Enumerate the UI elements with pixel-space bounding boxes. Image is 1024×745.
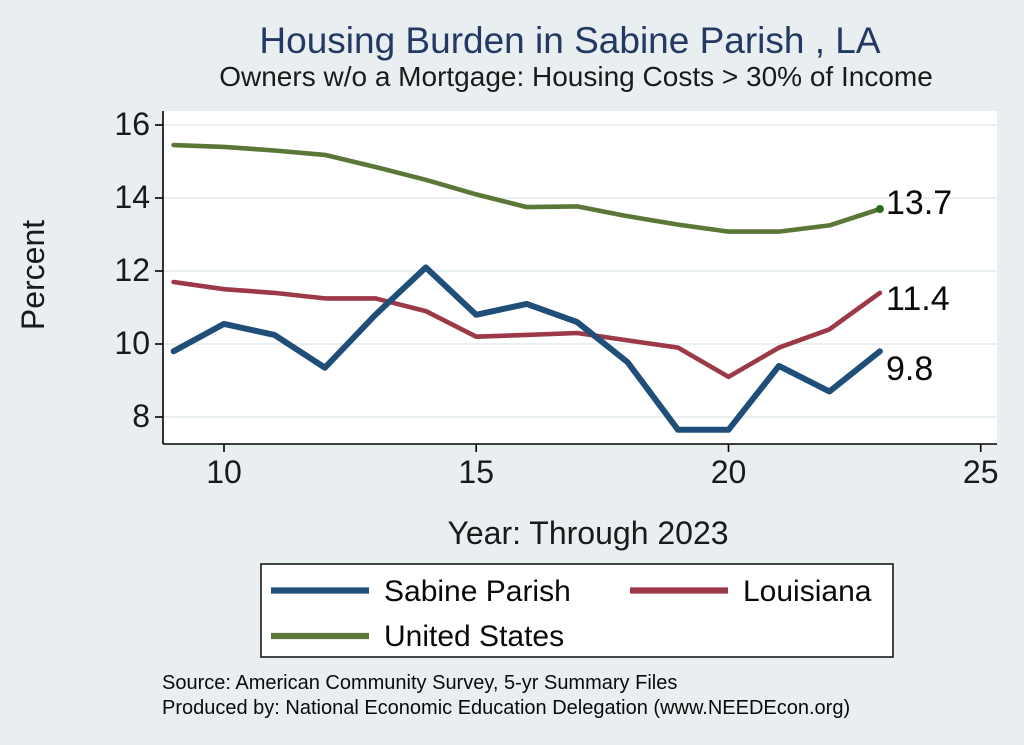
svg-text:11.4: 11.4	[886, 280, 950, 318]
svg-text:Sabine Parish: Sabine Parish	[384, 575, 571, 608]
svg-text:10: 10	[114, 325, 150, 361]
svg-text:16: 16	[114, 106, 150, 142]
svg-text:Year: Through 2023: Year: Through 2023	[447, 515, 728, 551]
svg-text:Source: American Community Sur: Source: American Community Survey, 5-yr …	[162, 672, 677, 694]
svg-text:United States: United States	[384, 620, 564, 653]
svg-text:13.7: 13.7	[886, 184, 952, 222]
svg-text:10: 10	[206, 454, 242, 490]
svg-text:14: 14	[114, 179, 150, 215]
svg-text:Owners w/o a Mortgage: Housing: Owners w/o a Mortgage: Housing Costs > 3…	[219, 61, 933, 92]
svg-text:8: 8	[132, 398, 150, 434]
svg-text:Housing Burden in Sabine Paris: Housing Burden in Sabine Parish , LA	[259, 20, 880, 61]
svg-text:25: 25	[963, 454, 999, 490]
svg-text:9.8: 9.8	[886, 350, 933, 388]
svg-text:20: 20	[711, 454, 747, 490]
svg-text:12: 12	[114, 252, 150, 288]
svg-text:Produced by: National Economic: Produced by: National Economic Education…	[162, 697, 850, 719]
svg-text:Percent: Percent	[15, 220, 51, 330]
svg-text:15: 15	[458, 454, 494, 490]
svg-text:Louisiana: Louisiana	[743, 575, 872, 608]
